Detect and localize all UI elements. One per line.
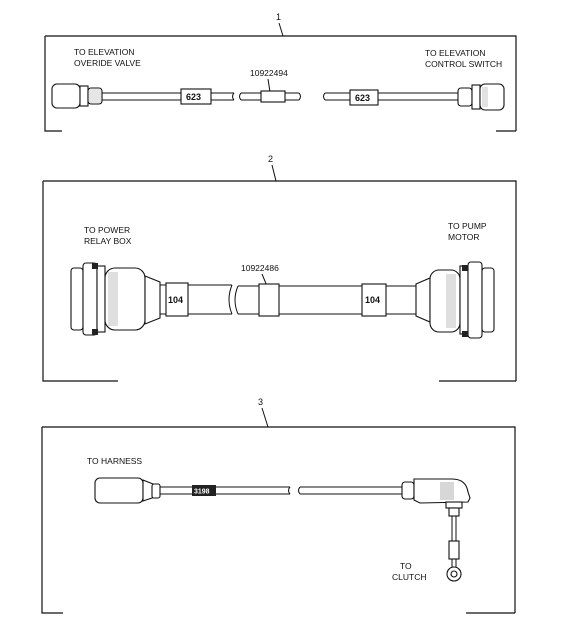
panel-2-number: 2: [268, 154, 273, 164]
panel-3-right-label-line1: TO: [400, 561, 412, 571]
panel-1-left-tag: [180, 88, 212, 105]
panel-3-left-label-line1: TO HARNESS: [87, 456, 142, 466]
panel-3-frame: [42, 426, 516, 613]
panel-1-leader: [278, 22, 284, 37]
panel-3-right-label-line2: CLUTCH: [392, 572, 426, 582]
panel-2-right-tag-text: 104: [365, 295, 380, 305]
panel-2-left-connector: [70, 262, 161, 336]
panel-3-right-cable-break: [298, 486, 301, 495]
panel-2-right-tag: [361, 283, 387, 317]
panel-3-number: 3: [258, 397, 263, 407]
panel-3: 3 TO HARNESS TO CLUTCH 3198: [41, 397, 516, 614]
panel-3-frame-left: [41, 427, 63, 614]
panel-3-left-cable-break: [288, 486, 291, 495]
panel-2-part-number: 10922486: [241, 263, 279, 273]
panel-1-part-number: 10922494: [250, 68, 288, 78]
panel-1-right-connector: [457, 83, 505, 111]
panel-3-left-cable: [160, 486, 290, 495]
panel-3-right-cable: [300, 486, 402, 495]
panel-1-left-cable: [102, 92, 234, 101]
panel-1-number: 1: [276, 12, 281, 22]
panel-2-right-label-line1: TO PUMP: [448, 221, 487, 231]
panel-2-right-label-line2: MOTOR: [448, 232, 479, 242]
panel-1: 1 TO ELEVATION OVERIDE VALVE TO ELEVATIO…: [44, 12, 517, 132]
panel-2-right-cable-break: [234, 285, 239, 315]
panel-1-right-tag: [349, 89, 379, 106]
panel-1-middle-sleeve: [260, 90, 286, 103]
panel-2-left-label-line2: RELAY BOX: [84, 236, 132, 246]
panel-2-frame: [43, 180, 517, 381]
panel-1-right-tag-text: 623: [355, 93, 370, 103]
panel-2-right-connector: [415, 261, 495, 339]
panel-1-middle-breaks: [239, 92, 301, 101]
panel-1-frame: [45, 35, 517, 131]
panel-2-left-label-line1: TO POWER: [84, 225, 130, 235]
panel-3-left-tag-text: 3198: [194, 489, 210, 496]
panel-3-left-tag: [192, 485, 216, 496]
panel-1-left-tag-text: 623: [186, 92, 201, 102]
panel-3-right-connector: [401, 478, 471, 582]
panel-1-part-leader: [267, 78, 271, 93]
panel-2-left-tag-text: 104: [168, 295, 183, 305]
panel-2-sleeve: [258, 283, 280, 317]
panel-1-left-connector: [51, 83, 103, 109]
panel-1-left-label-line2: OVERIDE VALVE: [74, 58, 141, 68]
panel-2-left-tag: [165, 282, 189, 317]
panel-2-frame-left: [42, 181, 118, 382]
panel-1-right-label-line1: TO ELEVATION: [425, 48, 485, 58]
panel-3-leader: [261, 407, 269, 428]
panel-3-left-connector: [94, 477, 161, 504]
panel-2-left-cable-break: [228, 284, 233, 315]
panel-1-left-cable-break: [232, 92, 235, 101]
panel-2: 2 TO POWER RELAY BOX TO PUMP MOTOR 10922…: [42, 154, 517, 382]
panel-1-left-label-line1: TO ELEVATION: [74, 47, 134, 57]
panel-1-right-cable-break: [323, 92, 326, 101]
panel-1-right-cable: [325, 92, 460, 101]
panel-1-frame-left: [44, 36, 62, 132]
panel-2-leader: [271, 164, 277, 182]
panel-1-right-label-line2: CONTROL SWITCH: [425, 59, 502, 69]
